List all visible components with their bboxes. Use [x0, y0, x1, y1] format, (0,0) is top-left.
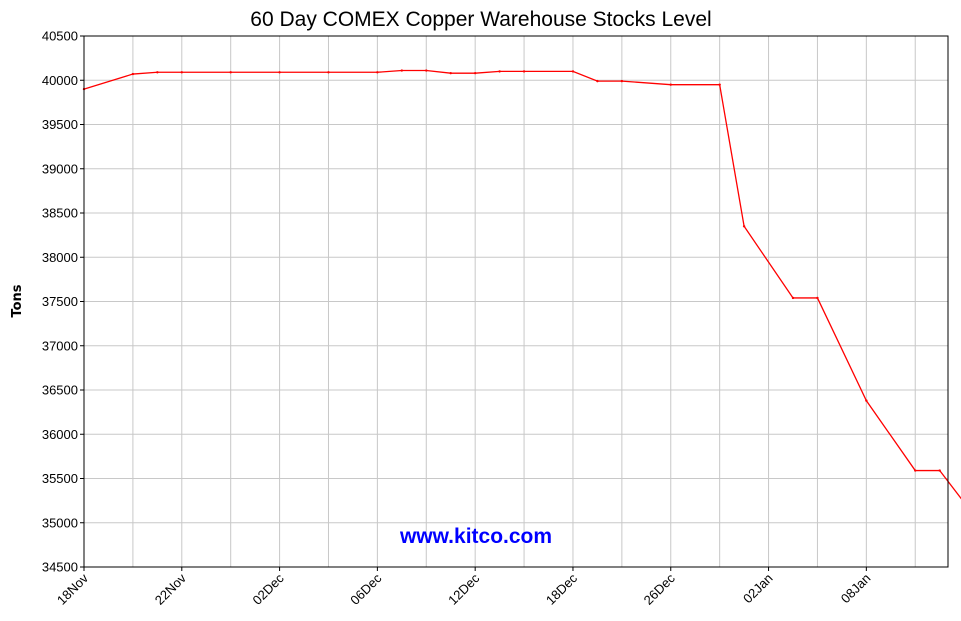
y-axis-ticks: 40500 40000 39500 39000 38500 38000 37500 37000… [42, 29, 84, 575]
data-point [400, 69, 404, 72]
data-point [571, 70, 575, 73]
data-point [522, 70, 526, 73]
data-point [180, 71, 183, 74]
data-point [620, 79, 624, 83]
x-tick-label: 02Dec [250, 570, 288, 608]
data-point [596, 79, 599, 83]
data-point [449, 71, 452, 75]
data-point [327, 71, 330, 74]
data-point [473, 71, 477, 75]
y-tick-label: 39000 [42, 161, 78, 176]
data-point [669, 83, 672, 86]
x-axis-ticks: 18Nov 22Nov 02Dec 06Dec 12Dec 18Dec 26Dec 02Jan… [54, 567, 874, 608]
y-tick-label: 39500 [42, 117, 78, 132]
series-layer [82, 69, 961, 500]
data-point [278, 71, 281, 74]
y-tick-label: 36500 [42, 383, 78, 398]
watermark: www.kitco.com [399, 525, 552, 548]
data-point [498, 70, 501, 73]
data-point [938, 469, 941, 472]
x-tick-label: 08Jan [838, 571, 874, 607]
y-tick-label: 40500 [42, 29, 78, 44]
x-tick-label: 18Dec [543, 570, 581, 608]
x-tick-label: 06Dec [347, 570, 385, 608]
y-tick-label: 40000 [42, 73, 78, 88]
data-point [376, 71, 379, 74]
data-point [425, 69, 428, 72]
y-axis-label: Tons [10, 284, 25, 317]
x-tick-label: 12Dec [445, 570, 483, 608]
y-tick-label: 35500 [42, 471, 78, 486]
data-point [816, 296, 819, 300]
x-tick-label: 02Jan [740, 571, 776, 607]
grid-layer [84, 35, 948, 568]
y-tick-label: 38500 [42, 206, 78, 221]
chart-title: 60 Day COMEX Copper Warehouse Stocks Lev… [250, 8, 711, 31]
series-line [83, 69, 961, 500]
y-tick-label: 34500 [42, 560, 78, 575]
data-point [742, 225, 746, 228]
data-point [156, 71, 159, 74]
data-point [865, 399, 868, 402]
y-tick-label: 36000 [42, 427, 78, 442]
x-tick-label: 22Nov [152, 570, 190, 608]
x-tick-label: 18Nov [54, 570, 92, 608]
data-point [131, 72, 135, 76]
data-point [229, 71, 232, 74]
y-tick-label: 35000 [42, 515, 78, 530]
data-point [914, 469, 917, 472]
y-tick-label: 38000 [42, 250, 78, 265]
x-tick-label: 26Dec [641, 570, 679, 608]
data-point [718, 83, 721, 86]
y-tick-label: 37500 [42, 294, 78, 309]
data-point [791, 296, 795, 300]
y-tick-label: 37000 [42, 338, 78, 353]
